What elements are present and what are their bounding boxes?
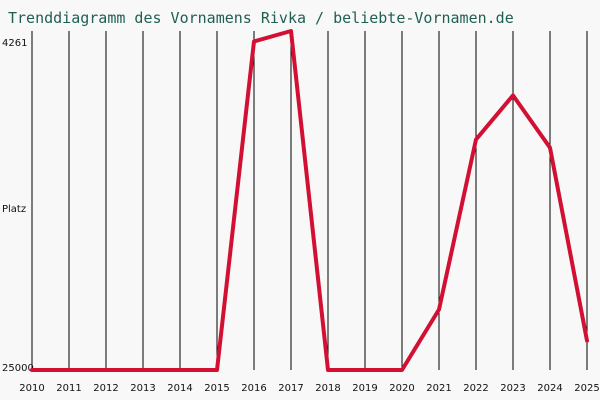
x-tick-label-2012: 2012 <box>93 383 118 394</box>
data-point-2014 <box>179 369 181 371</box>
x-tick-label-2023: 2023 <box>500 383 525 394</box>
x-tick-label-2025: 2025 <box>574 383 599 394</box>
x-tick-label-2019: 2019 <box>352 383 377 394</box>
data-point-2011 <box>68 369 70 371</box>
vertical-grid-lines <box>31 31 588 370</box>
series-line-0 <box>30 29 589 372</box>
data-point-2017 <box>290 30 292 32</box>
x-tick-label-2021: 2021 <box>426 383 451 394</box>
y-axis-top-label: 4261 <box>2 38 27 49</box>
data-point-2023 <box>512 94 514 96</box>
x-tick-label-2011: 2011 <box>56 383 81 394</box>
data-point-2020 <box>401 369 403 371</box>
data-point-2019 <box>364 369 366 371</box>
x-tick-label-2020: 2020 <box>389 383 414 394</box>
y-axis-bottom-label: 25000 <box>2 363 34 374</box>
data-point-2012 <box>105 369 107 371</box>
x-tick-label-2017: 2017 <box>278 383 303 394</box>
data-point-2013 <box>142 369 144 371</box>
y-axis-label: Platz <box>2 204 26 215</box>
data-point-2022 <box>475 139 477 141</box>
x-tick-label-2014: 2014 <box>167 383 192 394</box>
x-tick-label-2018: 2018 <box>315 383 340 394</box>
data-point-2021 <box>438 309 440 311</box>
x-tick-label-2013: 2013 <box>130 383 155 394</box>
x-tick-label-2010: 2010 <box>19 383 44 394</box>
x-axis-tick-labels: 2010 2011 2012 2013 2014 2015 2016 2017 2018 2019… <box>19 383 599 394</box>
data-point-2025 <box>586 340 588 342</box>
data-point-2018 <box>327 369 329 371</box>
data-point-2024 <box>549 147 551 149</box>
data-point-2016 <box>253 40 255 42</box>
data-point-2010 <box>31 369 33 371</box>
chart-title: Trenddiagramm des Vornamens Rivka / beli… <box>8 9 514 27</box>
series-plot <box>30 29 589 372</box>
x-tick-label-2022: 2022 <box>463 383 488 394</box>
data-point-2015 <box>216 369 218 371</box>
x-tick-label-2016: 2016 <box>241 383 266 394</box>
x-tick-label-2015: 2015 <box>204 383 229 394</box>
x-tick-label-2024: 2024 <box>537 383 562 394</box>
